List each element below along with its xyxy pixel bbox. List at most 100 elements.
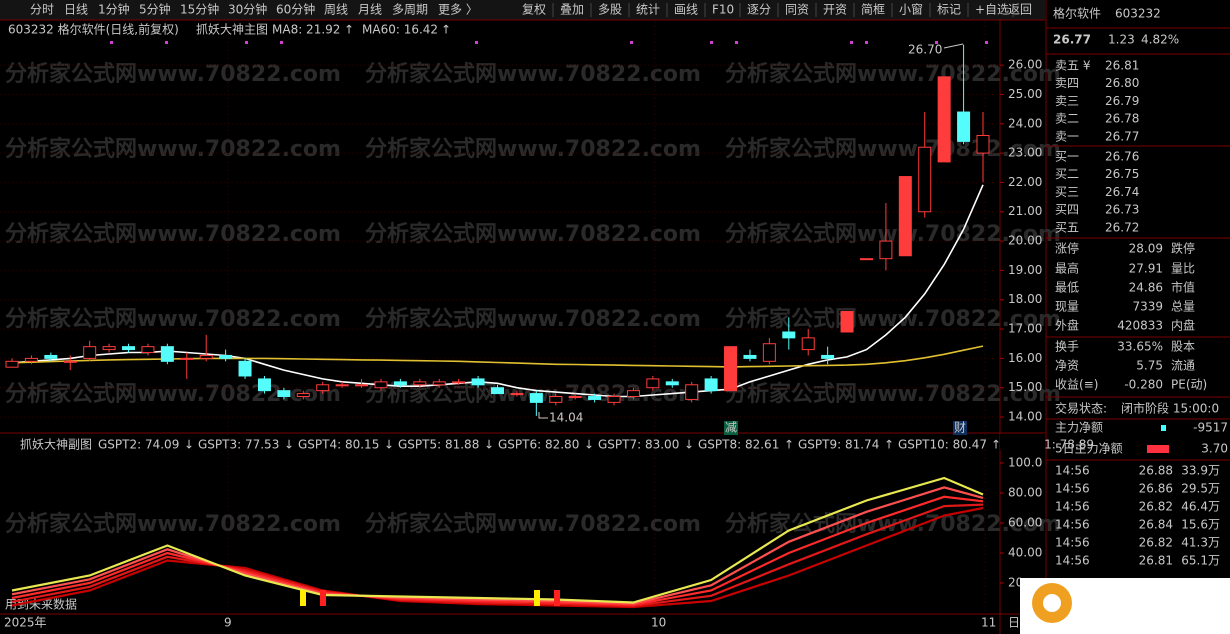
tool-button[interactable]: 小窗 — [899, 3, 923, 17]
trade-price: 26.82 — [1139, 536, 1173, 550]
watermark: 分析家公式网www.70822.com — [5, 306, 341, 332]
period-tab[interactable]: 多周期 — [392, 3, 428, 17]
candle-body — [743, 354, 757, 359]
status-label: 交易状态: — [1055, 401, 1107, 416]
order-label: 买二 — [1055, 167, 1079, 181]
candle-body — [859, 258, 873, 261]
period-tab[interactable]: 日线 — [64, 3, 88, 17]
tool-button[interactable]: 同资 — [785, 3, 809, 17]
badge — [953, 421, 967, 435]
signal-dot — [865, 41, 868, 44]
flow-label: 5日主力净额 — [1055, 442, 1123, 456]
tool-button[interactable]: 开资 — [823, 3, 847, 17]
back-button[interactable]: 返回 — [1008, 3, 1032, 17]
flow-value: -9517 — [1193, 421, 1228, 435]
candle-body — [413, 381, 427, 386]
y-tick-label: 25.00 — [1008, 87, 1042, 101]
order-price: 26.75 — [1105, 167, 1139, 181]
order-label: 卖五 ¥ — [1055, 59, 1091, 73]
tool-button[interactable]: 多股 — [598, 3, 622, 17]
y-tick-label: 100.0 — [1008, 456, 1042, 470]
candle-body — [83, 346, 97, 359]
stat-label: 市值 — [1171, 280, 1195, 295]
stat-label: PE(动) — [1171, 378, 1207, 392]
period-tab[interactable]: 分时 — [30, 3, 54, 17]
legend-arrow: ↓ — [184, 438, 194, 452]
period-tab[interactable]: 周线 — [324, 3, 348, 17]
stat-value: 5.75 — [1136, 359, 1163, 373]
trade-volume: 46.4万 — [1181, 500, 1220, 514]
candle-body — [665, 381, 679, 386]
period-tab[interactable]: 1分钟 — [98, 2, 130, 17]
logo-icon — [1043, 594, 1061, 612]
stat-label: 最低 — [1055, 281, 1079, 295]
signal-dot — [280, 41, 283, 44]
legend-arrow: ↑ — [441, 23, 451, 37]
candle-body — [782, 331, 796, 339]
trade-volume: 29.5万 — [1181, 482, 1220, 496]
legend-entry: GSPT5: 81.88 — [398, 438, 479, 452]
tool-button[interactable]: F10 — [712, 3, 734, 17]
candle-body — [646, 378, 660, 389]
tool-button[interactable]: 逐分 — [747, 3, 771, 17]
period-tab[interactable]: 更多 〉 — [438, 3, 478, 17]
x-tick-label: 11 — [981, 616, 996, 630]
trade-price: 26.86 — [1139, 482, 1173, 496]
y-tick-label: 17.00 — [1008, 322, 1042, 336]
period-tab[interactable]: 30分钟 — [228, 2, 267, 17]
tool-button[interactable]: 简框 — [861, 3, 885, 17]
order-price: 26.80 — [1105, 76, 1139, 90]
stat-value: 33.65% — [1117, 340, 1163, 354]
tool-button[interactable]: 叠加 — [560, 3, 584, 17]
annotation: 减 — [725, 421, 737, 435]
stock-code: 603232 — [1115, 7, 1161, 21]
stat-value: -0.280 — [1124, 378, 1163, 392]
tool-button[interactable]: 复权 — [522, 3, 546, 17]
tool-button[interactable]: +自选 — [975, 3, 1009, 17]
candle-body — [685, 384, 699, 400]
stat-value: 7339 — [1132, 300, 1163, 314]
order-price: 26.76 — [1105, 150, 1139, 164]
y-tick-label: 19.00 — [1008, 263, 1042, 277]
legend-entry: GSPT8: 82.61 — [698, 438, 779, 452]
chart-title: 603232 格尔软件(日线,前复权) — [8, 22, 179, 37]
stat-value: 420833 — [1117, 319, 1163, 333]
indicator-line — [11, 495, 984, 606]
candle-body — [277, 390, 291, 398]
legend-arrow: ↓ — [284, 438, 294, 452]
watermark: 分析家公式网www.70822.com — [5, 381, 341, 407]
stat-label: 收益(≡) — [1055, 378, 1098, 392]
period-tab[interactable]: 5分钟 — [139, 2, 171, 17]
legend-entry: GSPT10: 80.47 — [898, 438, 987, 452]
trade-volume: 15.6万 — [1181, 518, 1220, 532]
signal-dot — [985, 41, 988, 44]
x-tick-label: 10 — [651, 616, 666, 630]
period-tab[interactable]: 月线 — [358, 3, 382, 17]
tool-button[interactable]: 标记 — [937, 3, 961, 17]
legend-entry: GSPT3: 77.53 — [198, 438, 279, 452]
signal-bar — [320, 590, 326, 606]
candle-body — [801, 337, 815, 351]
stat-label: 外盘 — [1055, 318, 1079, 333]
candle-body — [704, 378, 718, 392]
candle-body — [879, 240, 893, 260]
watermark: 分析家公式网www.70822.com — [365, 221, 701, 247]
y-tick-label: 26.00 — [1008, 58, 1042, 72]
candle-body — [898, 176, 912, 257]
tool-button[interactable]: 画线 — [674, 3, 698, 17]
period-tab[interactable]: 60分钟 — [276, 2, 315, 17]
period-tab[interactable]: 15分钟 — [180, 2, 219, 17]
candle-body — [160, 346, 174, 362]
candle-body — [568, 396, 582, 399]
candle-body — [840, 310, 854, 333]
candle-body — [102, 346, 116, 351]
order-label: 卖三 — [1055, 94, 1079, 108]
trade-volume: 33.9万 — [1181, 464, 1220, 478]
trade-time: 14:56 — [1055, 518, 1090, 532]
watermark: 分析家公式网www.70822.com — [725, 221, 1061, 247]
annotation-arrow — [943, 43, 964, 49]
tool-button[interactable]: 统计 — [636, 3, 660, 17]
trade-price: 26.81 — [1139, 554, 1173, 568]
